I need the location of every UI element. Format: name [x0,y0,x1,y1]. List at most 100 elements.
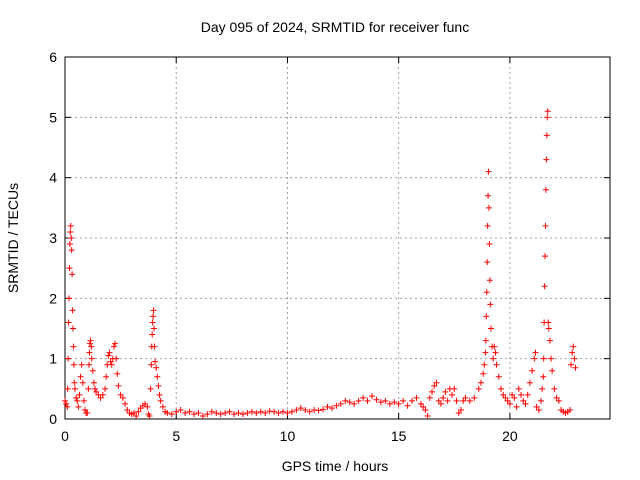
data-point [280,408,286,415]
data-point [151,343,158,350]
data-point [142,400,149,407]
data-point [253,409,260,416]
data-point [117,391,124,398]
data-point [93,388,100,395]
data-point [549,367,556,374]
data-point [97,394,104,401]
data-point [422,406,429,413]
data-point [86,340,93,347]
data-point [417,400,424,407]
data-point [364,397,371,404]
data-point [148,361,155,368]
data-point [79,379,86,386]
data-point [90,379,97,386]
data-point [65,319,72,326]
data-point [107,358,114,365]
data-point [481,361,488,368]
data-point [483,289,490,296]
data-point [424,412,431,419]
data-point [486,241,493,248]
data-point [540,355,547,362]
data-point [182,409,189,416]
data-point [112,340,119,347]
data-point [391,399,398,406]
data-point [426,394,433,401]
data-point [80,397,87,404]
data-point [435,397,442,404]
data-point [568,361,575,368]
data-point [275,409,282,416]
data-point [342,397,349,404]
data-point [555,397,562,404]
data-point [541,283,548,290]
data-point [462,394,469,401]
data-point [546,337,553,344]
data-point [86,349,93,356]
data-point [482,349,489,356]
data-point [67,228,74,235]
data-point [455,409,462,416]
data-point [571,355,578,362]
data-point [86,361,93,368]
data-point [213,409,220,416]
data-point [73,394,80,401]
data-point [67,222,74,229]
data-point [208,408,215,415]
data-point [569,349,576,356]
data-point [99,391,106,398]
data-point [315,407,322,414]
y-tick-label: 0 [49,411,57,427]
data-point [540,373,547,380]
data-point [105,352,112,359]
data-point [119,394,126,401]
axis-ticks: 0 5 10 15 20 0 1 2 3 4 5 6 [49,49,610,444]
data-point [103,373,110,380]
data-point [355,397,362,404]
data-point [382,397,389,404]
data-point [466,397,473,404]
data-point [451,385,458,392]
data-point [520,397,527,404]
data-point [346,399,353,406]
data-point [66,295,73,302]
data-point [155,382,162,389]
data-point [570,343,577,350]
data-point [337,400,344,407]
data-point [150,313,157,320]
data-point [539,385,546,392]
data-point [542,253,549,260]
data-point [239,411,246,418]
data-point [70,325,77,332]
data-point [147,385,154,392]
data-point [152,358,159,365]
data-point [493,361,500,368]
data-point [88,343,95,350]
data-point [153,364,160,371]
data-point [506,400,513,407]
y-tick-label: 1 [49,351,57,367]
data-point [124,406,131,413]
data-point [360,394,367,401]
data-point [92,385,99,392]
data-point [64,385,71,392]
data-point [288,408,295,415]
y-tick-label: 3 [49,230,57,246]
data-point [518,391,525,398]
data-point [85,385,92,392]
data-point [442,388,449,395]
data-point [544,108,551,115]
data-point [377,399,384,406]
data-point [69,307,76,314]
data-point [68,247,75,254]
data-point [484,259,491,266]
data-point [135,408,142,415]
data-point [368,393,375,400]
x-tick-label: 10 [280,428,296,444]
data-point [84,409,91,416]
data-point [500,391,507,398]
data-point [486,277,493,284]
data-point [157,397,164,404]
data-point [77,373,84,380]
data-point [431,382,438,389]
